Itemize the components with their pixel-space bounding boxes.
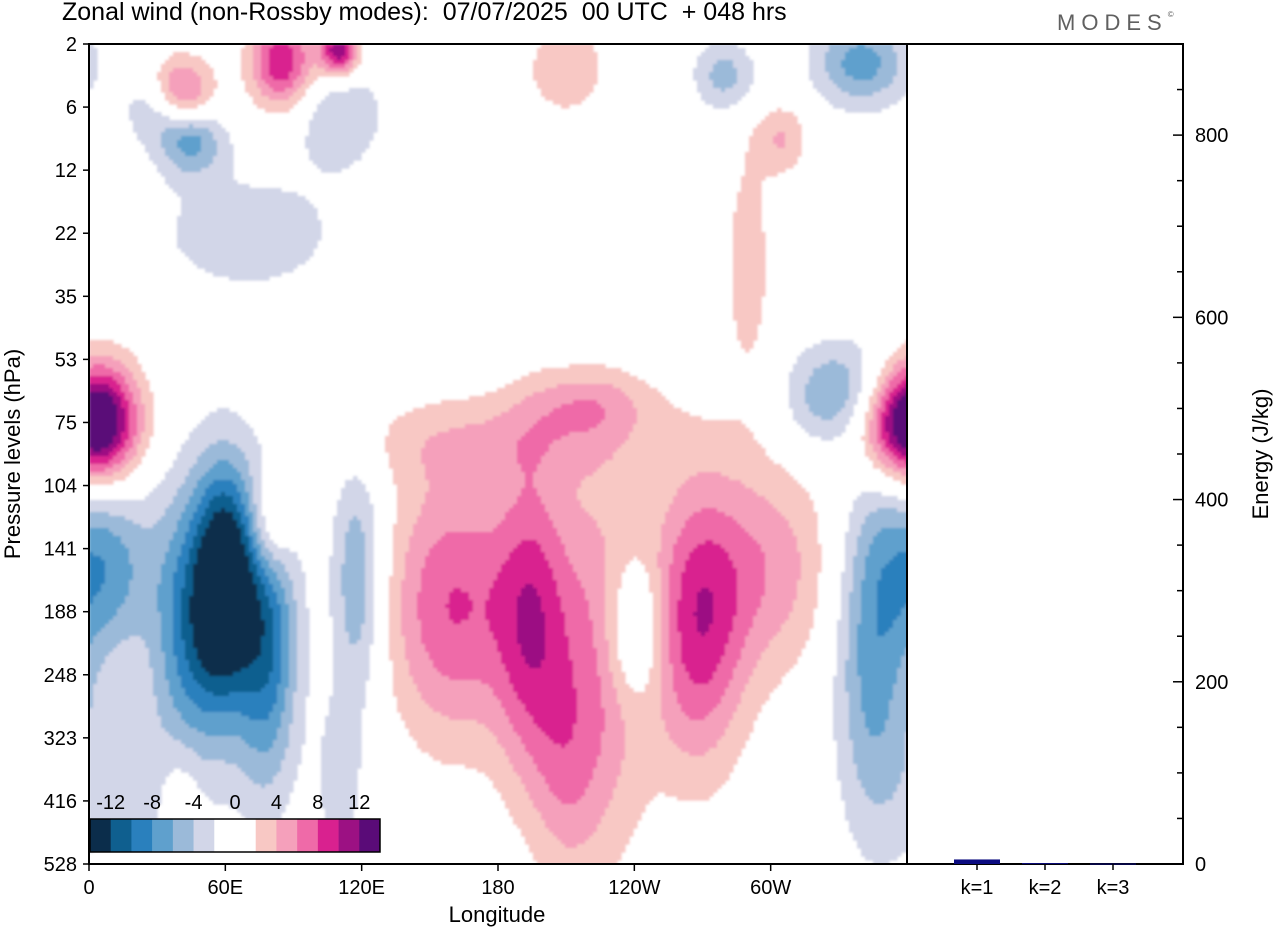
colorbar-swatch <box>193 819 215 852</box>
pressure-tick-label: 75 <box>55 412 77 434</box>
energy-tick-label: 600 <box>1195 307 1228 329</box>
colorbar-tick-label: 4 <box>271 792 282 814</box>
colorbar-swatch <box>297 819 319 852</box>
pressure-tick-label: 12 <box>55 160 77 182</box>
colorbar-swatch <box>235 819 257 852</box>
pressure-tick-label: 53 <box>55 349 77 371</box>
longitude-tick-label: 0 <box>83 877 94 899</box>
longitude-axis: 0 60E 120E 180 120W 60W <box>83 864 791 899</box>
pressure-tick-label: 528 <box>44 854 77 876</box>
energy-axis-title: Energy (J/kg) <box>1248 389 1273 520</box>
colorbar-swatch <box>90 819 112 852</box>
colorbar-swatch <box>338 819 360 852</box>
colorbar-swatch <box>214 819 236 852</box>
colorbar-tick-label: 12 <box>348 792 370 814</box>
pressure-tick-label: 104 <box>44 476 77 498</box>
colorbar-tick-label: 0 <box>229 792 240 814</box>
longitude-tick-label: 180 <box>481 877 514 899</box>
colorbar-swatch <box>110 819 132 852</box>
longitude-tick-label: 120W <box>608 877 660 899</box>
pressure-tick-label: 248 <box>44 665 77 687</box>
energy-bar <box>954 859 1000 864</box>
pressure-tick-label: 141 <box>44 539 77 561</box>
colorbar-swatch <box>359 819 381 852</box>
colorbar-tick-label: -12 <box>96 792 125 814</box>
energy-category-label: k=3 <box>1097 877 1130 899</box>
colorbar-swatch <box>255 819 277 852</box>
colorbar: -12 -8 -4 0 4 8 12 <box>89 792 381 853</box>
pressure-tick-label: 188 <box>44 602 77 624</box>
energy-category-label: k=2 <box>1029 877 1062 899</box>
energy-tick-label: 800 <box>1195 125 1228 147</box>
brand-text: MODES <box>1057 10 1168 35</box>
energy-tick-label: 400 <box>1195 490 1228 512</box>
energy-tick-label: 0 <box>1195 854 1206 876</box>
energy-category-label: k=1 <box>961 877 994 899</box>
longitude-tick-label: 60W <box>750 877 791 899</box>
pressure-axis: 2 6 12 22 35 53 75 104 141 188 248 323 416 528 <box>44 34 89 876</box>
colorbar-swatch <box>317 819 339 852</box>
y-axis-title: Pressure levels (hPa) <box>0 349 25 559</box>
energy-axis: 0 200 400 600 800 <box>1173 43 1228 876</box>
colorbar-tick-label: 8 <box>312 792 323 814</box>
brand-logo: MODES© <box>1057 10 1174 36</box>
pressure-tick-label: 35 <box>55 286 77 308</box>
colorbar-swatch <box>276 819 298 852</box>
energy-bars: k=1 k=2 k=3 <box>954 859 1136 899</box>
pressure-tick-label: 323 <box>44 728 77 750</box>
pressure-tick-label: 22 <box>55 223 77 245</box>
pressure-tick-label: 2 <box>66 34 77 56</box>
pressure-tick-label: 416 <box>44 791 77 813</box>
colorbar-tick-label: -8 <box>143 792 161 814</box>
colorbar-tick-label: -4 <box>185 792 203 814</box>
x-axis-title: Longitude <box>449 902 546 927</box>
pressure-tick-label: 6 <box>66 97 77 119</box>
colorbar-swatch <box>131 819 153 852</box>
colorbar-swatch <box>152 819 174 852</box>
energy-tick-label: 200 <box>1195 672 1228 694</box>
heatmap-field <box>89 44 907 864</box>
energy-frame <box>906 43 1184 865</box>
energy-bar <box>1022 863 1068 865</box>
chart-title: Zonal wind (non-Rossby modes): 07/07/202… <box>62 0 787 27</box>
longitude-tick-label: 120E <box>338 877 385 899</box>
longitude-tick-label: 60E <box>208 877 244 899</box>
colorbar-swatch <box>172 819 194 852</box>
